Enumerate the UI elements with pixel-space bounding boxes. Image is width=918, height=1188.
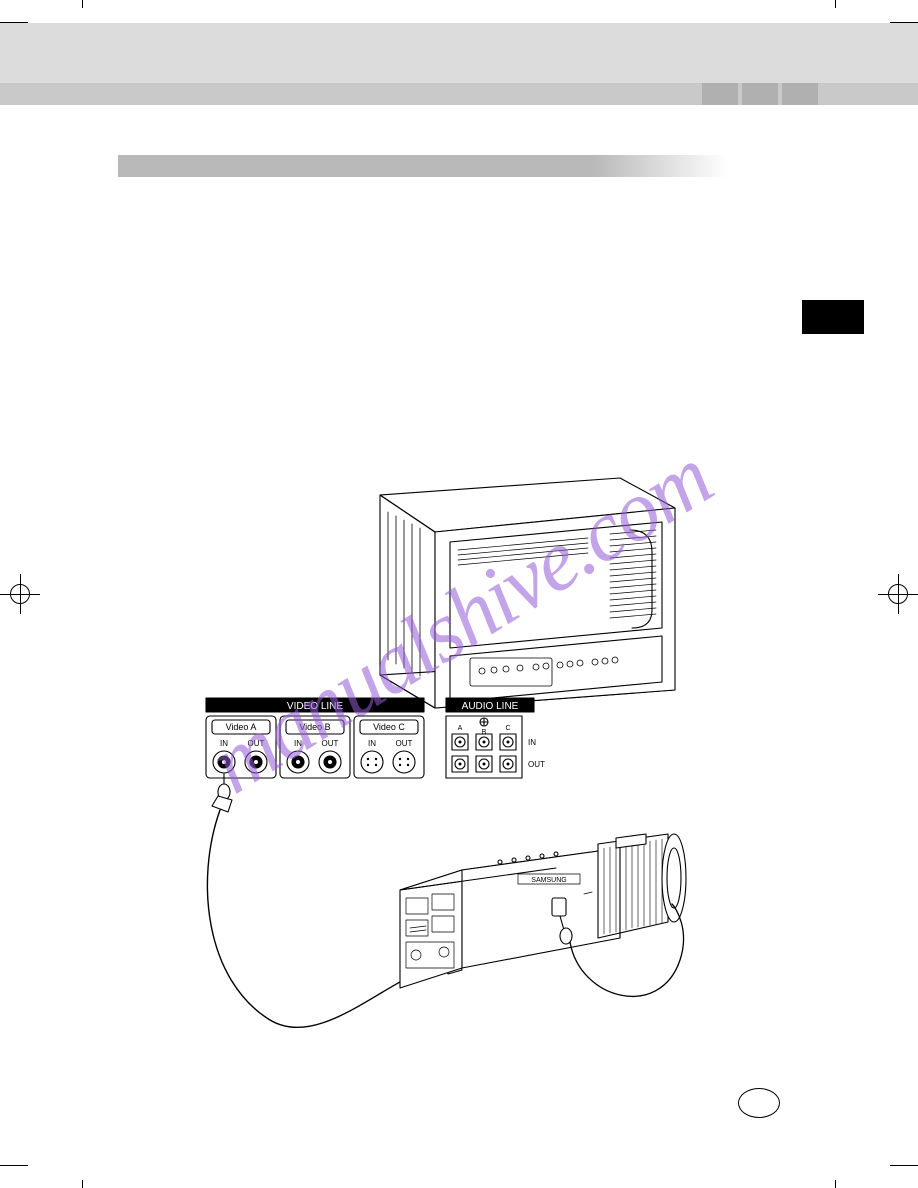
svg-text:IN: IN <box>368 739 376 748</box>
camera-brand-label: SAMSUNG <box>531 877 566 884</box>
svg-text:B: B <box>482 729 487 736</box>
crop-mark <box>0 1165 28 1166</box>
header-subband <box>0 83 918 105</box>
svg-text:OUT: OUT <box>248 739 265 748</box>
svg-text:Video C: Video C <box>373 722 405 732</box>
crop-mark <box>835 1180 836 1188</box>
crop-mark <box>82 1180 83 1188</box>
video-line-label: VIDEO LINE <box>287 701 343 712</box>
monitor-icon <box>380 478 675 708</box>
svg-text:IN: IN <box>220 739 228 748</box>
video-channel-c: Video C IN OUT <box>354 716 424 778</box>
registration-mark-right <box>878 574 918 614</box>
header-tab <box>782 83 818 105</box>
svg-text:OUT: OUT <box>322 739 339 748</box>
registration-mark-left <box>0 574 40 614</box>
page-header <box>0 23 918 83</box>
svg-text:OUT: OUT <box>528 760 545 769</box>
camera-icon: SAMSUNG <box>400 834 686 996</box>
svg-text:IN: IN <box>528 738 536 747</box>
svg-text:Video B: Video B <box>299 722 330 732</box>
svg-text:Video A: Video A <box>226 722 257 732</box>
connector-panel: VIDEO LINE AUDIO LINE Video A IN OUT Vid… <box>206 698 545 778</box>
crop-mark <box>835 0 836 8</box>
header-band <box>0 23 918 83</box>
header-tab <box>742 83 778 105</box>
audio-line-label: AUDIO LINE <box>462 701 519 712</box>
video-channel-a: Video A IN OUT <box>206 716 276 778</box>
section-heading-bar <box>118 155 728 177</box>
connection-diagram: VIDEO LINE AUDIO LINE Video A IN OUT Vid… <box>200 460 740 1100</box>
chapter-tab <box>802 300 864 334</box>
header-tab <box>702 83 738 105</box>
lens-icon <box>598 834 686 938</box>
svg-text:IN: IN <box>294 739 302 748</box>
crop-mark <box>82 0 83 8</box>
svg-text:OUT: OUT <box>396 739 413 748</box>
video-channel-b: Video B IN OUT <box>280 716 350 778</box>
svg-text:C: C <box>505 725 510 732</box>
audio-block: A B C IN OUT <box>446 716 545 778</box>
svg-text:A: A <box>458 725 463 732</box>
crop-mark <box>890 1165 918 1166</box>
page-number-oval <box>738 1088 780 1118</box>
